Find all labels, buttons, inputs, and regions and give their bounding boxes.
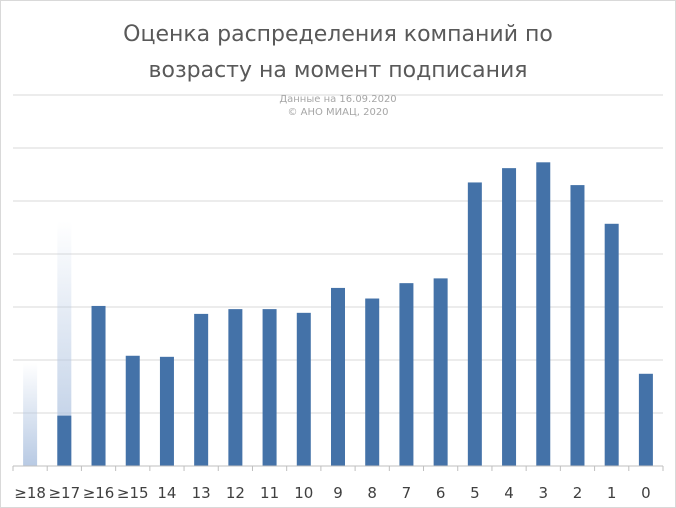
bar bbox=[91, 305, 106, 466]
bar bbox=[365, 298, 380, 466]
overlay-bar bbox=[57, 221, 72, 466]
bar bbox=[262, 309, 277, 466]
x-tick-label: 2 bbox=[573, 484, 583, 502]
chart-title: Оценка распределения компаний по возрасту… bbox=[123, 22, 553, 83]
x-tick-label: 12 bbox=[226, 484, 245, 502]
x-tick-label: 5 bbox=[470, 484, 480, 502]
chart-notes: Данные на 16.09.2020 © АНО МИАЦ, 2020 bbox=[279, 94, 396, 118]
chart-title-line: возрасту на момент подписания bbox=[149, 58, 528, 83]
bar bbox=[228, 309, 243, 466]
x-tick-label: 0 bbox=[641, 484, 651, 502]
x-tick-label: 10 bbox=[294, 484, 313, 502]
x-tick-label: ≥16 bbox=[83, 484, 115, 502]
bar bbox=[399, 283, 414, 466]
chart-note: Данные на 16.09.2020 bbox=[279, 94, 396, 105]
x-tick-label: 6 bbox=[436, 484, 446, 502]
bar bbox=[433, 278, 448, 466]
x-tick-label: ≥18 bbox=[14, 484, 46, 502]
chart-title-line: Оценка распределения компаний по bbox=[123, 22, 553, 47]
bar bbox=[604, 223, 619, 466]
x-tick-label: 8 bbox=[367, 484, 377, 502]
overlay-bar bbox=[23, 362, 38, 466]
bar bbox=[536, 162, 551, 466]
x-tick-label: ≥15 bbox=[117, 484, 149, 502]
x-tick-label: 7 bbox=[402, 484, 412, 502]
bar bbox=[570, 185, 585, 466]
bar bbox=[638, 373, 653, 466]
bars bbox=[57, 162, 653, 466]
bar bbox=[194, 313, 209, 466]
x-tick-label: ≥17 bbox=[48, 484, 80, 502]
x-tick-label: 1 bbox=[607, 484, 617, 502]
bar bbox=[125, 355, 140, 466]
x-tick-label: 14 bbox=[157, 484, 176, 502]
x-axis bbox=[12, 465, 664, 471]
x-tick-label: 4 bbox=[504, 484, 514, 502]
bar bbox=[502, 168, 517, 466]
x-tick-label: 9 bbox=[333, 484, 343, 502]
chart-note: © АНО МИАЦ, 2020 bbox=[287, 107, 388, 118]
bar bbox=[159, 356, 174, 466]
x-tick-label: 3 bbox=[538, 484, 548, 502]
x-tick-label: 11 bbox=[260, 484, 279, 502]
bar bbox=[57, 415, 72, 466]
bar bbox=[296, 312, 311, 466]
bar bbox=[331, 287, 345, 466]
x-tick-labels: ≥18 ≥17 ≥16 ≥15 14 13 12 11 10 9 8 7 6 5 4 3 2 1 0 bbox=[14, 484, 650, 502]
x-tick-label: 13 bbox=[192, 484, 211, 502]
bar bbox=[467, 182, 482, 466]
